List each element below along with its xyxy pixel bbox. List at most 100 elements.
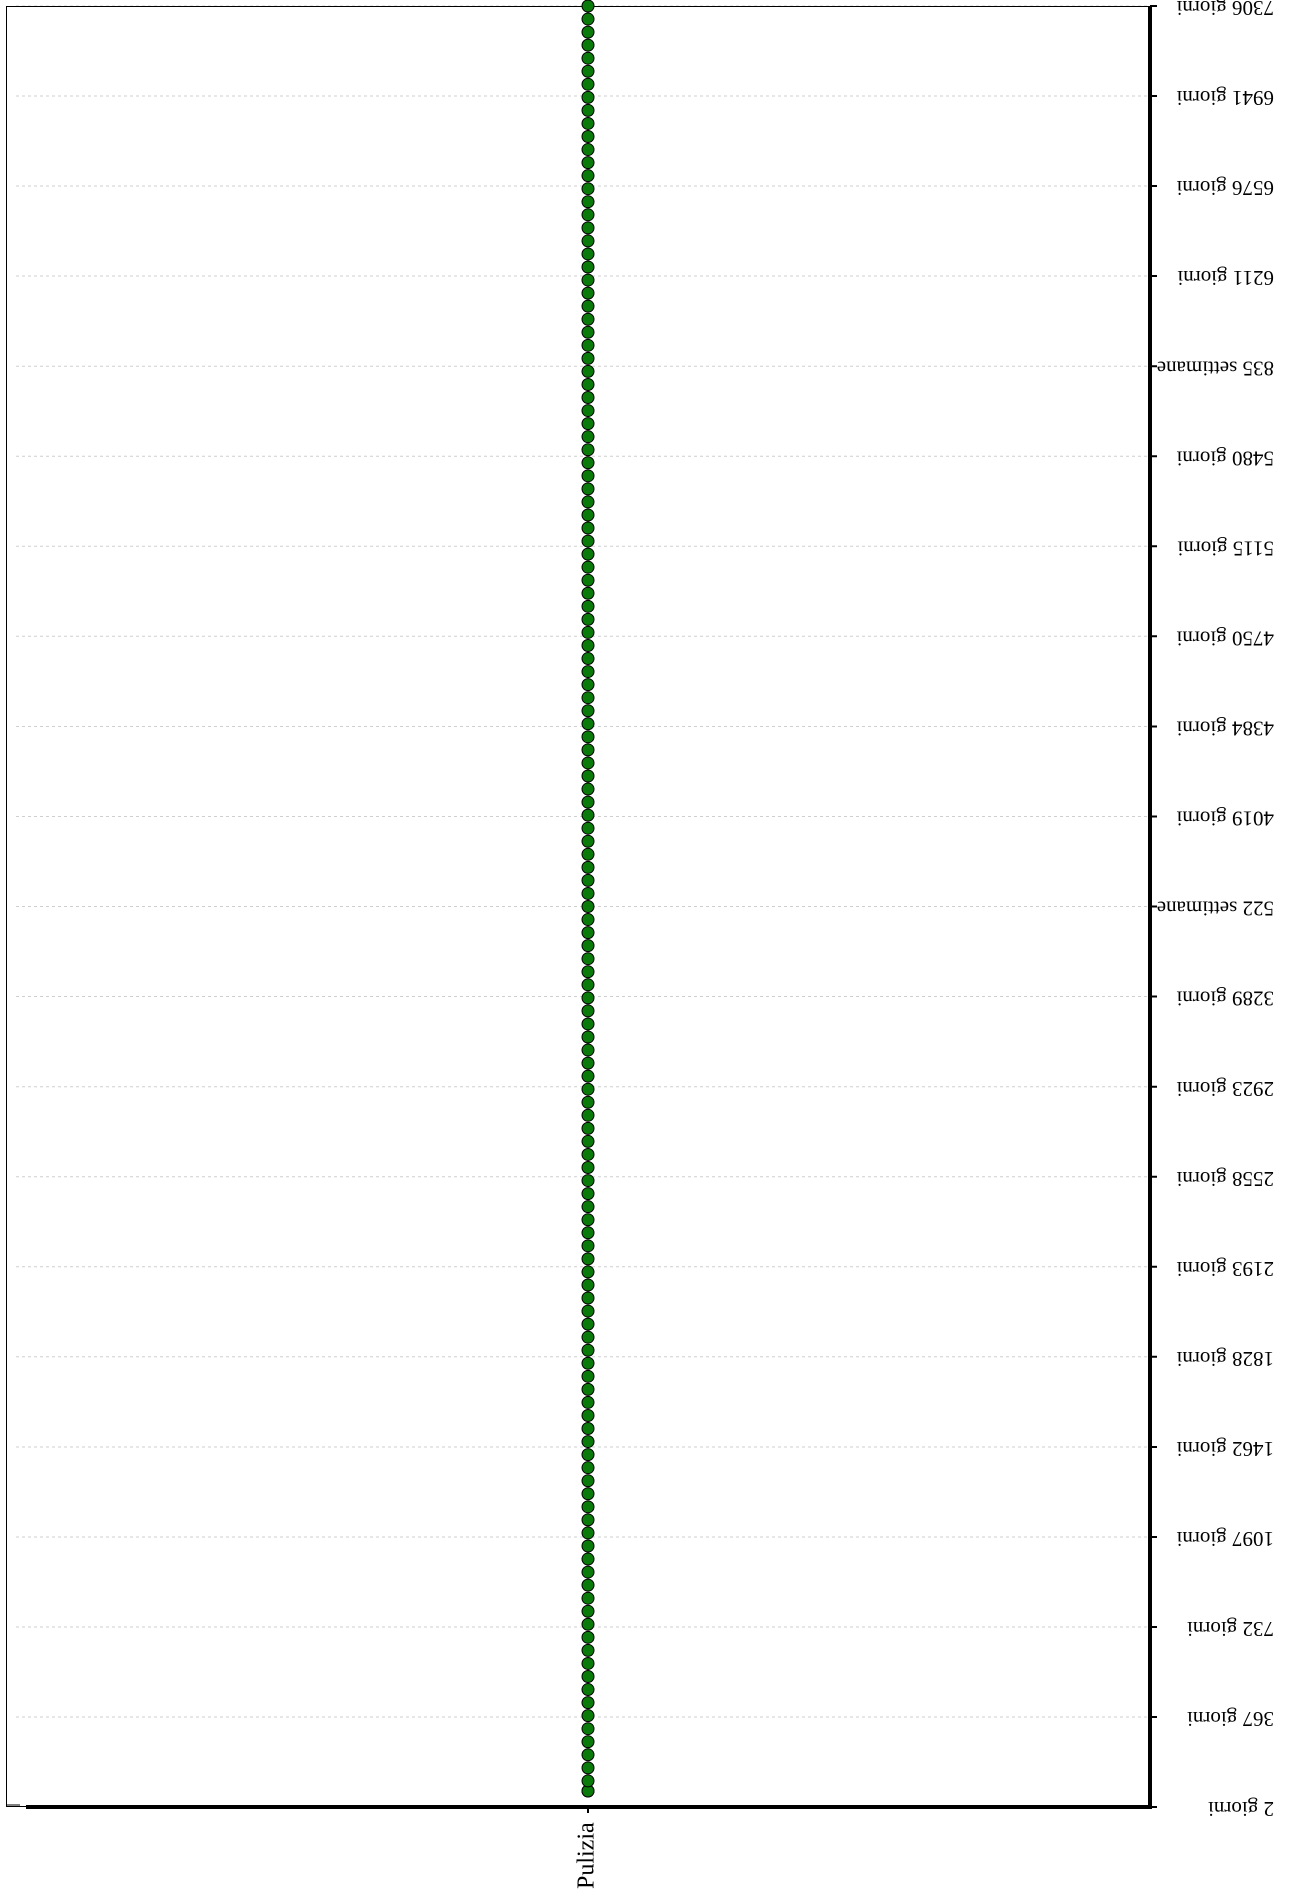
data-point [581, 1461, 595, 1475]
data-point [581, 1343, 595, 1357]
data-point [581, 795, 595, 809]
data-point [581, 103, 595, 117]
data-point [581, 1696, 595, 1710]
data-point [581, 1565, 595, 1579]
data-point [581, 743, 595, 757]
data-point [581, 1030, 595, 1044]
data-point [581, 1669, 595, 1683]
data-point [581, 1683, 595, 1697]
data-point [581, 586, 595, 600]
data-point [581, 38, 595, 52]
data-point [581, 1082, 595, 1096]
data-point [581, 1147, 595, 1161]
data-point [581, 1395, 595, 1409]
y-tick-label: 2193 giorni [1176, 1257, 1274, 1281]
data-point [581, 116, 595, 130]
data-point [581, 273, 595, 287]
data-point [581, 130, 595, 144]
grid-lines [16, 5, 1150, 1718]
y-tick-label: 6576 giorni [1176, 176, 1274, 200]
data-point [581, 717, 595, 731]
data-point [581, 1500, 595, 1514]
y-tick-label: 1462 giorni [1176, 1437, 1274, 1461]
y-tick-label: 4384 giorni [1176, 717, 1274, 741]
data-point [581, 834, 595, 848]
data-point [581, 965, 595, 979]
data-point [581, 1709, 595, 1723]
data-point [581, 12, 595, 26]
data-point [581, 469, 595, 483]
data-point [581, 638, 595, 652]
data-point [581, 769, 595, 783]
data-point [581, 1108, 595, 1122]
data-point [581, 221, 595, 235]
data-point [581, 1330, 595, 1344]
data-point [581, 1317, 595, 1331]
data-point [581, 143, 595, 157]
y-tick-label: 4019 giorni [1176, 807, 1274, 831]
x-category-label: Pulizia [574, 1822, 600, 1889]
y-tick-label: 732 giorni [1187, 1617, 1274, 1641]
data-point [581, 351, 595, 365]
data-point [581, 1448, 595, 1462]
data-point [581, 991, 595, 1005]
y-tick-label: 3289 giorni [1176, 987, 1274, 1011]
data-point [581, 286, 595, 300]
data-point [581, 560, 595, 574]
data-point [581, 312, 595, 326]
data-point [581, 1174, 595, 1188]
data-point [581, 299, 595, 313]
data-point [581, 1291, 595, 1305]
data-point [581, 612, 595, 626]
data-point [581, 821, 595, 835]
data-point [581, 1004, 595, 1018]
data-point [581, 1134, 595, 1148]
data-point [581, 1017, 595, 1031]
data-point [581, 1265, 595, 1279]
data-point [581, 1226, 595, 1240]
data-point [581, 873, 595, 887]
y-tick-label: 2923 giorni [1176, 1077, 1274, 1101]
data-point [581, 495, 595, 509]
y-tick-label: 6941 giorni [1176, 86, 1274, 110]
data-point [581, 1252, 595, 1266]
data-point [581, 847, 595, 861]
data-point [581, 1552, 595, 1566]
data-point [581, 377, 595, 391]
data-point [581, 886, 595, 900]
data-point [581, 926, 595, 940]
data-point [581, 808, 595, 822]
data-point [581, 195, 595, 209]
y-tick-label: 367 giorni [1187, 1707, 1274, 1731]
data-point [581, 1161, 595, 1175]
data-point [581, 1617, 595, 1631]
data-point [581, 430, 595, 444]
data-point [581, 443, 595, 457]
data-point [581, 599, 595, 613]
data-point [581, 1043, 595, 1057]
y-tick-label: 2 giorni [1208, 1797, 1274, 1821]
data-point [581, 1578, 595, 1592]
data-point [581, 1774, 595, 1788]
data-point [581, 260, 595, 274]
data-point [581, 1526, 595, 1540]
data-point [581, 913, 595, 927]
data-point [581, 404, 595, 418]
data-point [581, 730, 595, 744]
data-point [581, 338, 595, 352]
data-point [581, 77, 595, 91]
data-point [581, 247, 595, 261]
data-point [581, 1643, 595, 1657]
data-point [581, 1630, 595, 1644]
y-tick-label: 522 settimane [1157, 897, 1274, 921]
data-point [581, 978, 595, 992]
data-point [581, 1356, 595, 1370]
data-point [581, 704, 595, 718]
data-point [581, 782, 595, 796]
data-point [581, 234, 595, 248]
data-point [581, 1722, 595, 1736]
y-ticks: 2 giorni 367 giorni 732 giorni 1097 giorni 1… [1150, 0, 1274, 1821]
data-point [581, 1187, 595, 1201]
data-point [581, 1735, 595, 1749]
